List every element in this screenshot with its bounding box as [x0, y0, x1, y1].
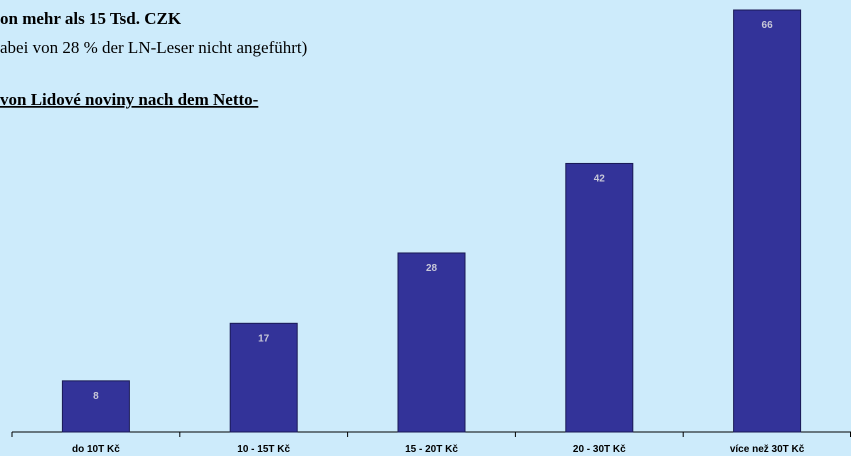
x-tick-label: 20 - 30T Kč [573, 444, 626, 455]
bar [61, 380, 130, 433]
x-tick-label: do 10T Kč [72, 444, 120, 455]
value-label: 28 [426, 263, 438, 274]
body-text: abei von 28 % der LN-Leser nicht angefüh… [0, 38, 307, 57]
value-label: 42 [594, 173, 606, 184]
x-tick-label: více než 30T Kč [730, 444, 805, 455]
value-label: 17 [258, 333, 270, 344]
bar [733, 9, 802, 433]
heading-text: on mehr als 15 Tsd. CZK [0, 9, 182, 28]
x-tick-label: 15 - 20T Kč [405, 444, 458, 455]
bar [565, 162, 634, 433]
subheading-text: von Lidové noviny nach dem Netto- [0, 90, 259, 109]
bar [229, 322, 298, 433]
x-tick-label: 10 - 15T Kč [237, 444, 290, 455]
value-label: 66 [762, 20, 774, 31]
bar [397, 252, 466, 433]
value-label: 8 [93, 391, 99, 402]
